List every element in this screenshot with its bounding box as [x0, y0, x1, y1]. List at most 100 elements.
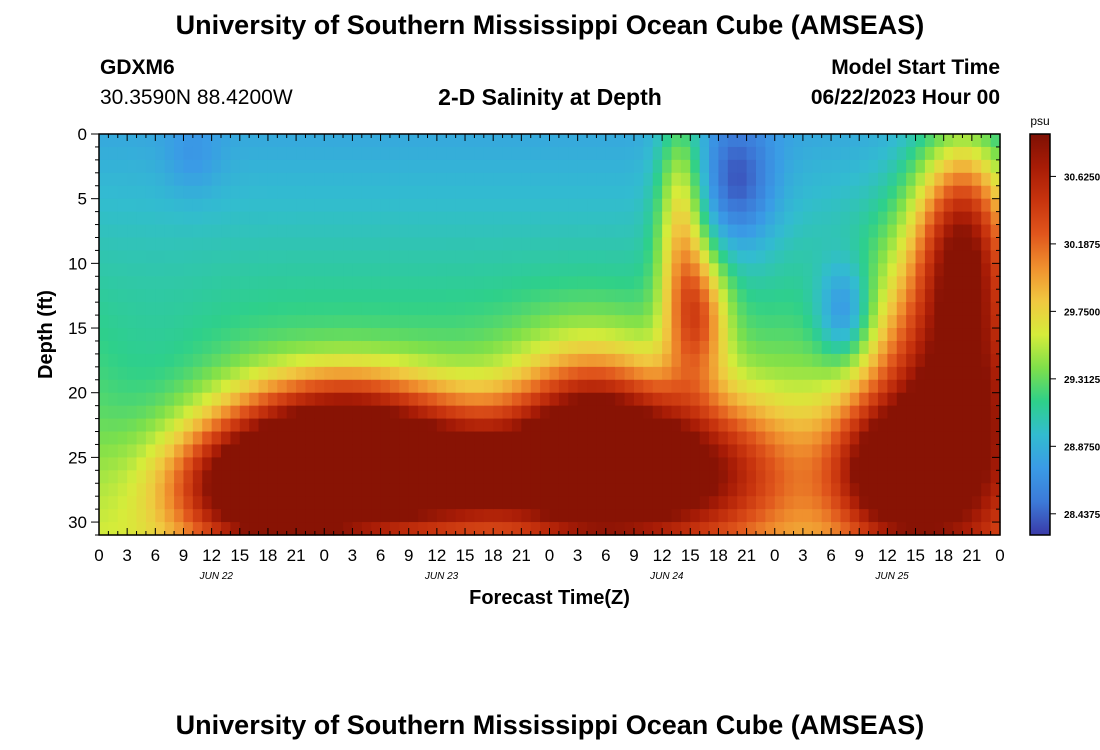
heatmap-cell: [924, 224, 935, 239]
heatmap-cell: [314, 159, 325, 174]
heatmap-cell: [934, 315, 945, 329]
heatmap-cell: [192, 470, 203, 484]
heatmap-cell: [183, 483, 194, 497]
heatmap-cell: [145, 211, 156, 226]
heatmap-cell: [324, 289, 335, 303]
heatmap-cell: [971, 366, 982, 381]
heatmap-cell: [371, 457, 382, 471]
heatmap-cell: [324, 483, 335, 497]
heatmap-cell: [577, 379, 588, 394]
heatmap-cell: [577, 405, 588, 420]
heatmap-cell: [108, 392, 119, 407]
heatmap-cell: [277, 146, 288, 161]
colorbar-tick-label: 28.8750: [1064, 442, 1100, 453]
heatmap-cell: [239, 146, 250, 161]
heatmap-cell: [699, 353, 710, 368]
heatmap-cell: [896, 470, 907, 484]
heatmap-cell: [296, 211, 307, 226]
heatmap-cell: [286, 431, 297, 446]
heatmap-cell: [953, 522, 964, 536]
heatmap-cell: [690, 405, 701, 420]
heatmap-cell: [361, 444, 372, 458]
heatmap-cell: [812, 315, 823, 329]
heatmap-cell: [671, 172, 682, 187]
heatmap-cell: [821, 340, 832, 355]
heatmap-cell: [943, 185, 954, 200]
heatmap-cell: [971, 224, 982, 239]
heatmap-cell: [474, 522, 485, 536]
heatmap-cell: [624, 431, 635, 446]
heatmap-cell: [662, 509, 673, 523]
heatmap-cell: [408, 289, 419, 303]
heatmap-cell: [511, 134, 522, 148]
heatmap-cell: [981, 146, 992, 161]
heatmap-cell: [108, 276, 119, 290]
heatmap-cell: [943, 263, 954, 277]
heatmap-cell: [587, 522, 598, 536]
heatmap-cell: [418, 392, 429, 407]
heatmap-cell: [211, 366, 222, 381]
heatmap-cell: [896, 457, 907, 471]
heatmap-cell: [249, 198, 260, 213]
heatmap-cell: [164, 302, 175, 316]
heatmap-cell: [605, 315, 616, 329]
heatmap-cell: [793, 392, 804, 407]
heatmap-cell: [436, 172, 447, 187]
heatmap-cell: [690, 457, 701, 471]
heatmap-cell: [117, 366, 128, 381]
heatmap-cell: [812, 263, 823, 277]
heatmap-cell: [436, 237, 447, 252]
heatmap-cell: [249, 444, 260, 458]
heatmap-cell: [915, 237, 926, 252]
heatmap-cell: [971, 522, 982, 536]
heatmap-cell: [127, 483, 138, 497]
heatmap-cell: [145, 496, 156, 510]
heatmap-cell: [680, 522, 691, 536]
heatmap-cell: [267, 379, 278, 394]
heatmap-cell: [605, 496, 616, 510]
heatmap-cell: [877, 522, 888, 536]
heatmap-cell: [718, 185, 729, 200]
heatmap-cell: [746, 353, 757, 368]
heatmap-cell: [343, 315, 354, 329]
heatmap-cell: [352, 496, 363, 510]
heatmap-cell: [718, 146, 729, 161]
heatmap-cell: [436, 405, 447, 420]
heatmap-cell: [352, 483, 363, 497]
heatmap-cell: [343, 392, 354, 407]
heatmap-cell: [774, 159, 785, 174]
heatmap-cell: [840, 353, 851, 368]
heatmap-cell: [953, 483, 964, 497]
heatmap-cell: [493, 457, 504, 471]
x-tick-label: 0: [545, 546, 554, 565]
heatmap-cell: [521, 302, 532, 316]
heatmap-cell: [221, 198, 231, 213]
heatmap-cell: [643, 237, 654, 252]
heatmap-cell: [737, 405, 748, 420]
heatmap-cell: [981, 340, 992, 355]
heatmap-cell: [427, 198, 438, 213]
heatmap-cell: [389, 418, 400, 433]
heatmap-cell: [117, 470, 128, 484]
heatmap-cell: [793, 315, 804, 329]
heatmap-cell: [258, 431, 269, 446]
heatmap-cell: [446, 185, 457, 200]
heatmap-cell: [155, 470, 166, 484]
heatmap-cell: [427, 224, 438, 239]
heatmap-cell: [662, 340, 673, 355]
heatmap-cell: [371, 470, 382, 484]
heatmap-cell: [380, 457, 391, 471]
heatmap-cell: [502, 418, 513, 433]
heatmap-cell: [924, 315, 935, 329]
heatmap-cell: [183, 509, 194, 523]
heatmap-cell: [446, 302, 457, 316]
heatmap-cell: [324, 470, 335, 484]
heatmap-cell: [427, 470, 438, 484]
y-tick-label: 0: [78, 125, 87, 144]
heatmap-cell: [943, 172, 954, 187]
heatmap-cell: [164, 198, 175, 213]
heatmap-cell: [784, 483, 795, 497]
heatmap-cell: [164, 185, 175, 200]
heatmap-cell: [145, 379, 156, 394]
heatmap-cell: [267, 159, 278, 174]
